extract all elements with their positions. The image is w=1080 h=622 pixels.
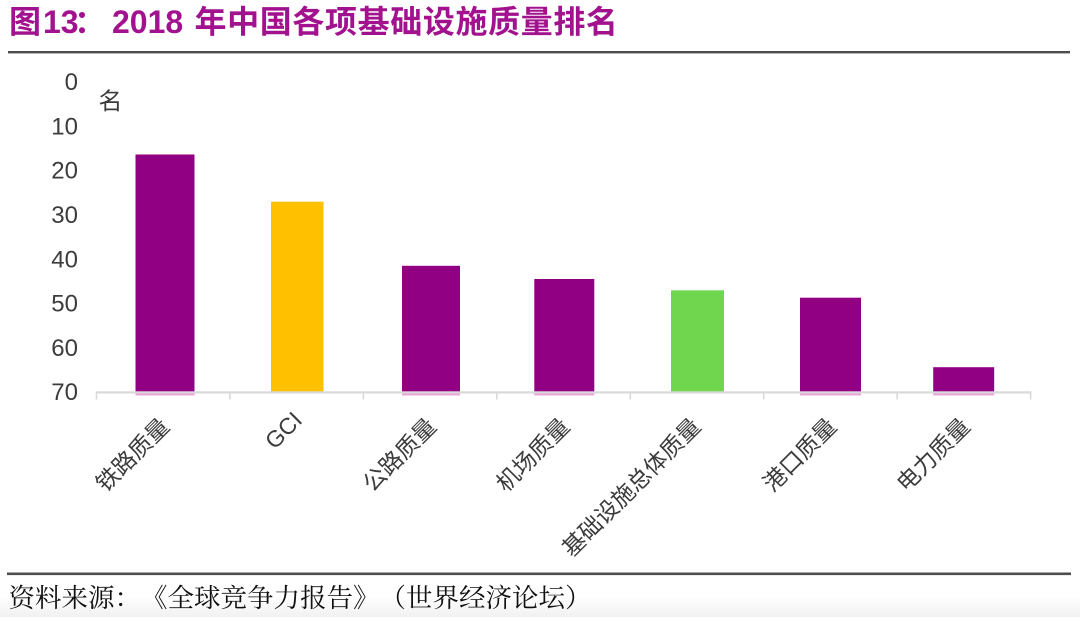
svg-text:30: 30 <box>51 202 78 229</box>
svg-text:2018: 2018 <box>112 4 183 40</box>
svg-text:50: 50 <box>51 291 78 318</box>
svg-text:13: 13 <box>43 4 79 40</box>
svg-text:0: 0 <box>65 69 78 96</box>
svg-text:60: 60 <box>51 335 78 362</box>
svg-text:20: 20 <box>51 158 78 185</box>
svg-text:40: 40 <box>51 246 78 273</box>
svg-text:10: 10 <box>51 113 78 140</box>
svg-text:70: 70 <box>51 379 78 406</box>
